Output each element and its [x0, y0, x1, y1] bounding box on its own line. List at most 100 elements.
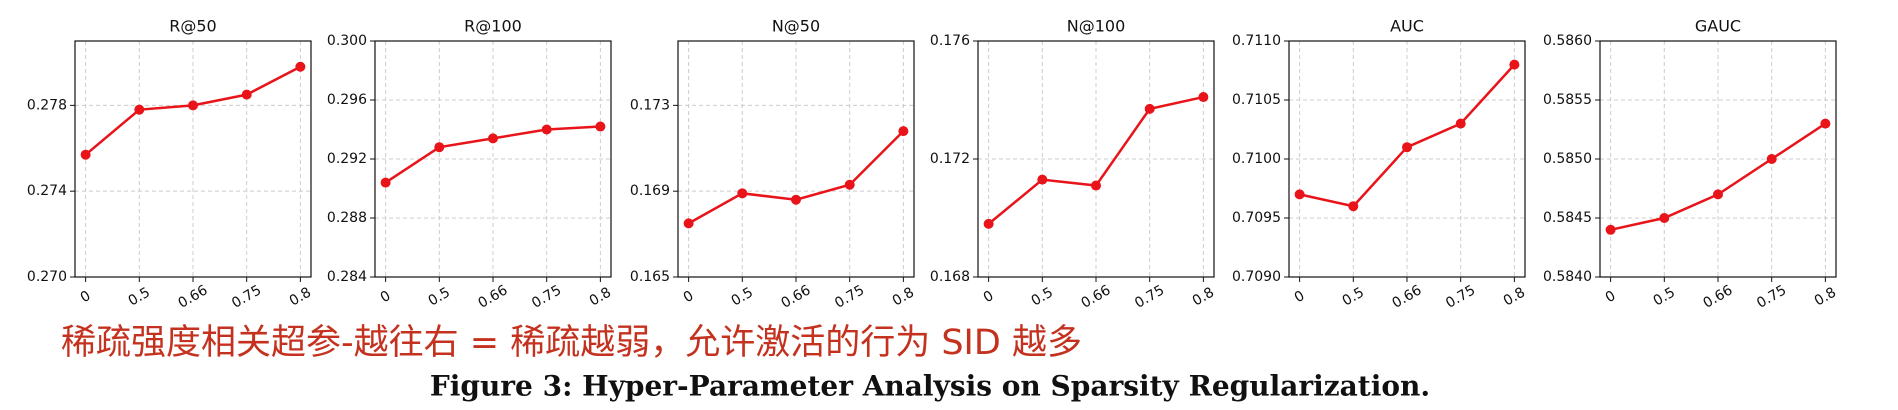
- point: [1144, 103, 1155, 114]
- y-tick-label: 0.288: [327, 210, 367, 226]
- plot-frame: [374, 40, 612, 278]
- x-tick-label: 0.66: [1701, 282, 1736, 311]
- x-tick-label: 0: [378, 288, 394, 306]
- point: [541, 124, 552, 135]
- subplot-title: R@50: [169, 17, 216, 36]
- y-tick-label: 0.176: [930, 33, 970, 49]
- x-tick-label: 0.8: [287, 285, 314, 310]
- x-tick-label: 0: [78, 288, 94, 306]
- x-tick-label: 0.8: [587, 285, 614, 310]
- x-tick-label: 0.75: [1132, 282, 1167, 311]
- y-tick-label: 0.296: [327, 92, 367, 108]
- point: [1294, 189, 1305, 200]
- point: [1455, 118, 1466, 129]
- subplot-title: R@100: [464, 17, 522, 36]
- x-tick-label: 0.75: [1443, 282, 1478, 311]
- y-tick-label: 0.168: [930, 269, 970, 285]
- y-tick-label: 0.7100: [1232, 151, 1281, 167]
- point: [1037, 174, 1048, 185]
- annotation: 稀疏强度相关超参-越往右 = 稀疏越弱，允许激活的行为 SID 越多: [61, 323, 1082, 363]
- point: [295, 61, 306, 72]
- y-tick-label: 0.284: [327, 269, 367, 285]
- subplot: N@100 0 0.5 0.66 0.75 0.8 0.168 0.172 0.176: [930, 17, 1217, 312]
- x-tick-label: 0: [681, 288, 697, 306]
- y-tick-label: 0.274: [27, 183, 67, 199]
- point: [488, 133, 498, 144]
- point: [1402, 142, 1412, 153]
- point: [1820, 118, 1831, 129]
- y-tick-label: 0.7110: [1232, 33, 1281, 49]
- x-tick-label: 0.8: [1190, 285, 1217, 310]
- point: [737, 188, 748, 199]
- x-tick-label: 0.75: [529, 282, 564, 311]
- point: [434, 142, 445, 153]
- x-tick-label: 0: [981, 288, 997, 306]
- x-tick-label: 0.5: [1029, 285, 1056, 310]
- subplot: R@100 0 0.5 0.66 0.75 0.8 0.284 0.288 0.292 0.296…: [327, 17, 614, 312]
- plot-frame: [677, 40, 915, 278]
- plot-frame: [977, 40, 1215, 278]
- y-tick-label: 0.270: [27, 269, 67, 285]
- plot-frame: [1599, 40, 1837, 278]
- y-tick-label: 0.5850: [1543, 151, 1592, 167]
- point: [1766, 154, 1777, 164]
- x-tick-label: 0.66: [779, 282, 814, 311]
- x-tick-label: 0.8: [1501, 285, 1528, 310]
- point: [1605, 224, 1616, 235]
- y-tick-label: 0.300: [327, 33, 367, 49]
- x-tick-label: 0.5: [729, 285, 756, 310]
- point: [791, 194, 801, 205]
- point: [1713, 189, 1723, 200]
- x-tick-label: 0.66: [476, 282, 511, 311]
- point: [380, 177, 391, 188]
- subplot-title: GAUC: [1695, 17, 1741, 36]
- subplot: GAUC 0 0.5 0.66 0.75 0.8 0.5840 0.5845 0.5850 0.5…: [1543, 17, 1839, 312]
- point: [1091, 180, 1101, 191]
- x-tick-label: 0.75: [229, 282, 264, 311]
- y-tick-label: 0.5840: [1543, 269, 1592, 285]
- caption: Figure 3: Hyper-Parameter Analysis on Sp…: [430, 370, 1430, 403]
- x-tick-label: 0.8: [1812, 285, 1839, 310]
- y-tick-label: 0.173: [630, 97, 670, 113]
- point: [683, 218, 694, 229]
- y-tick-label: 0.5855: [1543, 92, 1592, 108]
- point: [898, 126, 909, 137]
- point: [1509, 59, 1520, 70]
- point: [80, 149, 91, 160]
- x-tick-label: 0.75: [832, 282, 867, 311]
- point: [595, 121, 606, 132]
- x-tick-label: 0.66: [1390, 282, 1425, 311]
- point: [134, 104, 145, 115]
- x-tick-label: 0.5: [126, 285, 153, 310]
- point: [241, 89, 252, 100]
- x-tick-label: 0: [1603, 288, 1619, 306]
- x-tick-label: 0.8: [890, 285, 917, 310]
- point: [844, 179, 855, 190]
- x-tick-label: 0.5: [1340, 285, 1367, 310]
- subplot: R@50 0 0.5 0.66 0.75 0.8 0.270 0.274 0.278: [27, 17, 314, 312]
- subplot-title: AUC: [1390, 17, 1424, 36]
- y-tick-label: 0.5845: [1543, 210, 1592, 226]
- x-tick-label: 0.75: [1754, 282, 1789, 311]
- point: [1198, 92, 1209, 103]
- y-tick-label: 0.165: [630, 269, 670, 285]
- subplot: AUC 0 0.5 0.66 0.75 0.8 0.7090 0.7095 0.7100 0.71…: [1232, 17, 1528, 312]
- point: [188, 100, 198, 111]
- x-tick-label: 0.5: [1651, 285, 1678, 310]
- y-tick-label: 0.7090: [1232, 269, 1281, 285]
- point: [983, 218, 994, 229]
- y-tick-label: 0.278: [27, 97, 67, 113]
- y-tick-label: 0.172: [930, 151, 970, 167]
- x-tick-label: 0.66: [176, 282, 211, 311]
- y-tick-label: 0.7105: [1232, 92, 1281, 108]
- subplot-title: N@50: [772, 17, 820, 36]
- subplot: N@50 0 0.5 0.66 0.75 0.8 0.165 0.169 0.173: [630, 17, 917, 312]
- subplot-title: N@100: [1067, 17, 1126, 36]
- plot-frame: [1288, 40, 1526, 278]
- plot-frame: [74, 40, 312, 278]
- x-tick-label: 0: [1292, 288, 1308, 306]
- x-tick-label: 0.66: [1079, 282, 1114, 311]
- point: [1659, 213, 1670, 223]
- y-tick-label: 0.169: [630, 183, 670, 199]
